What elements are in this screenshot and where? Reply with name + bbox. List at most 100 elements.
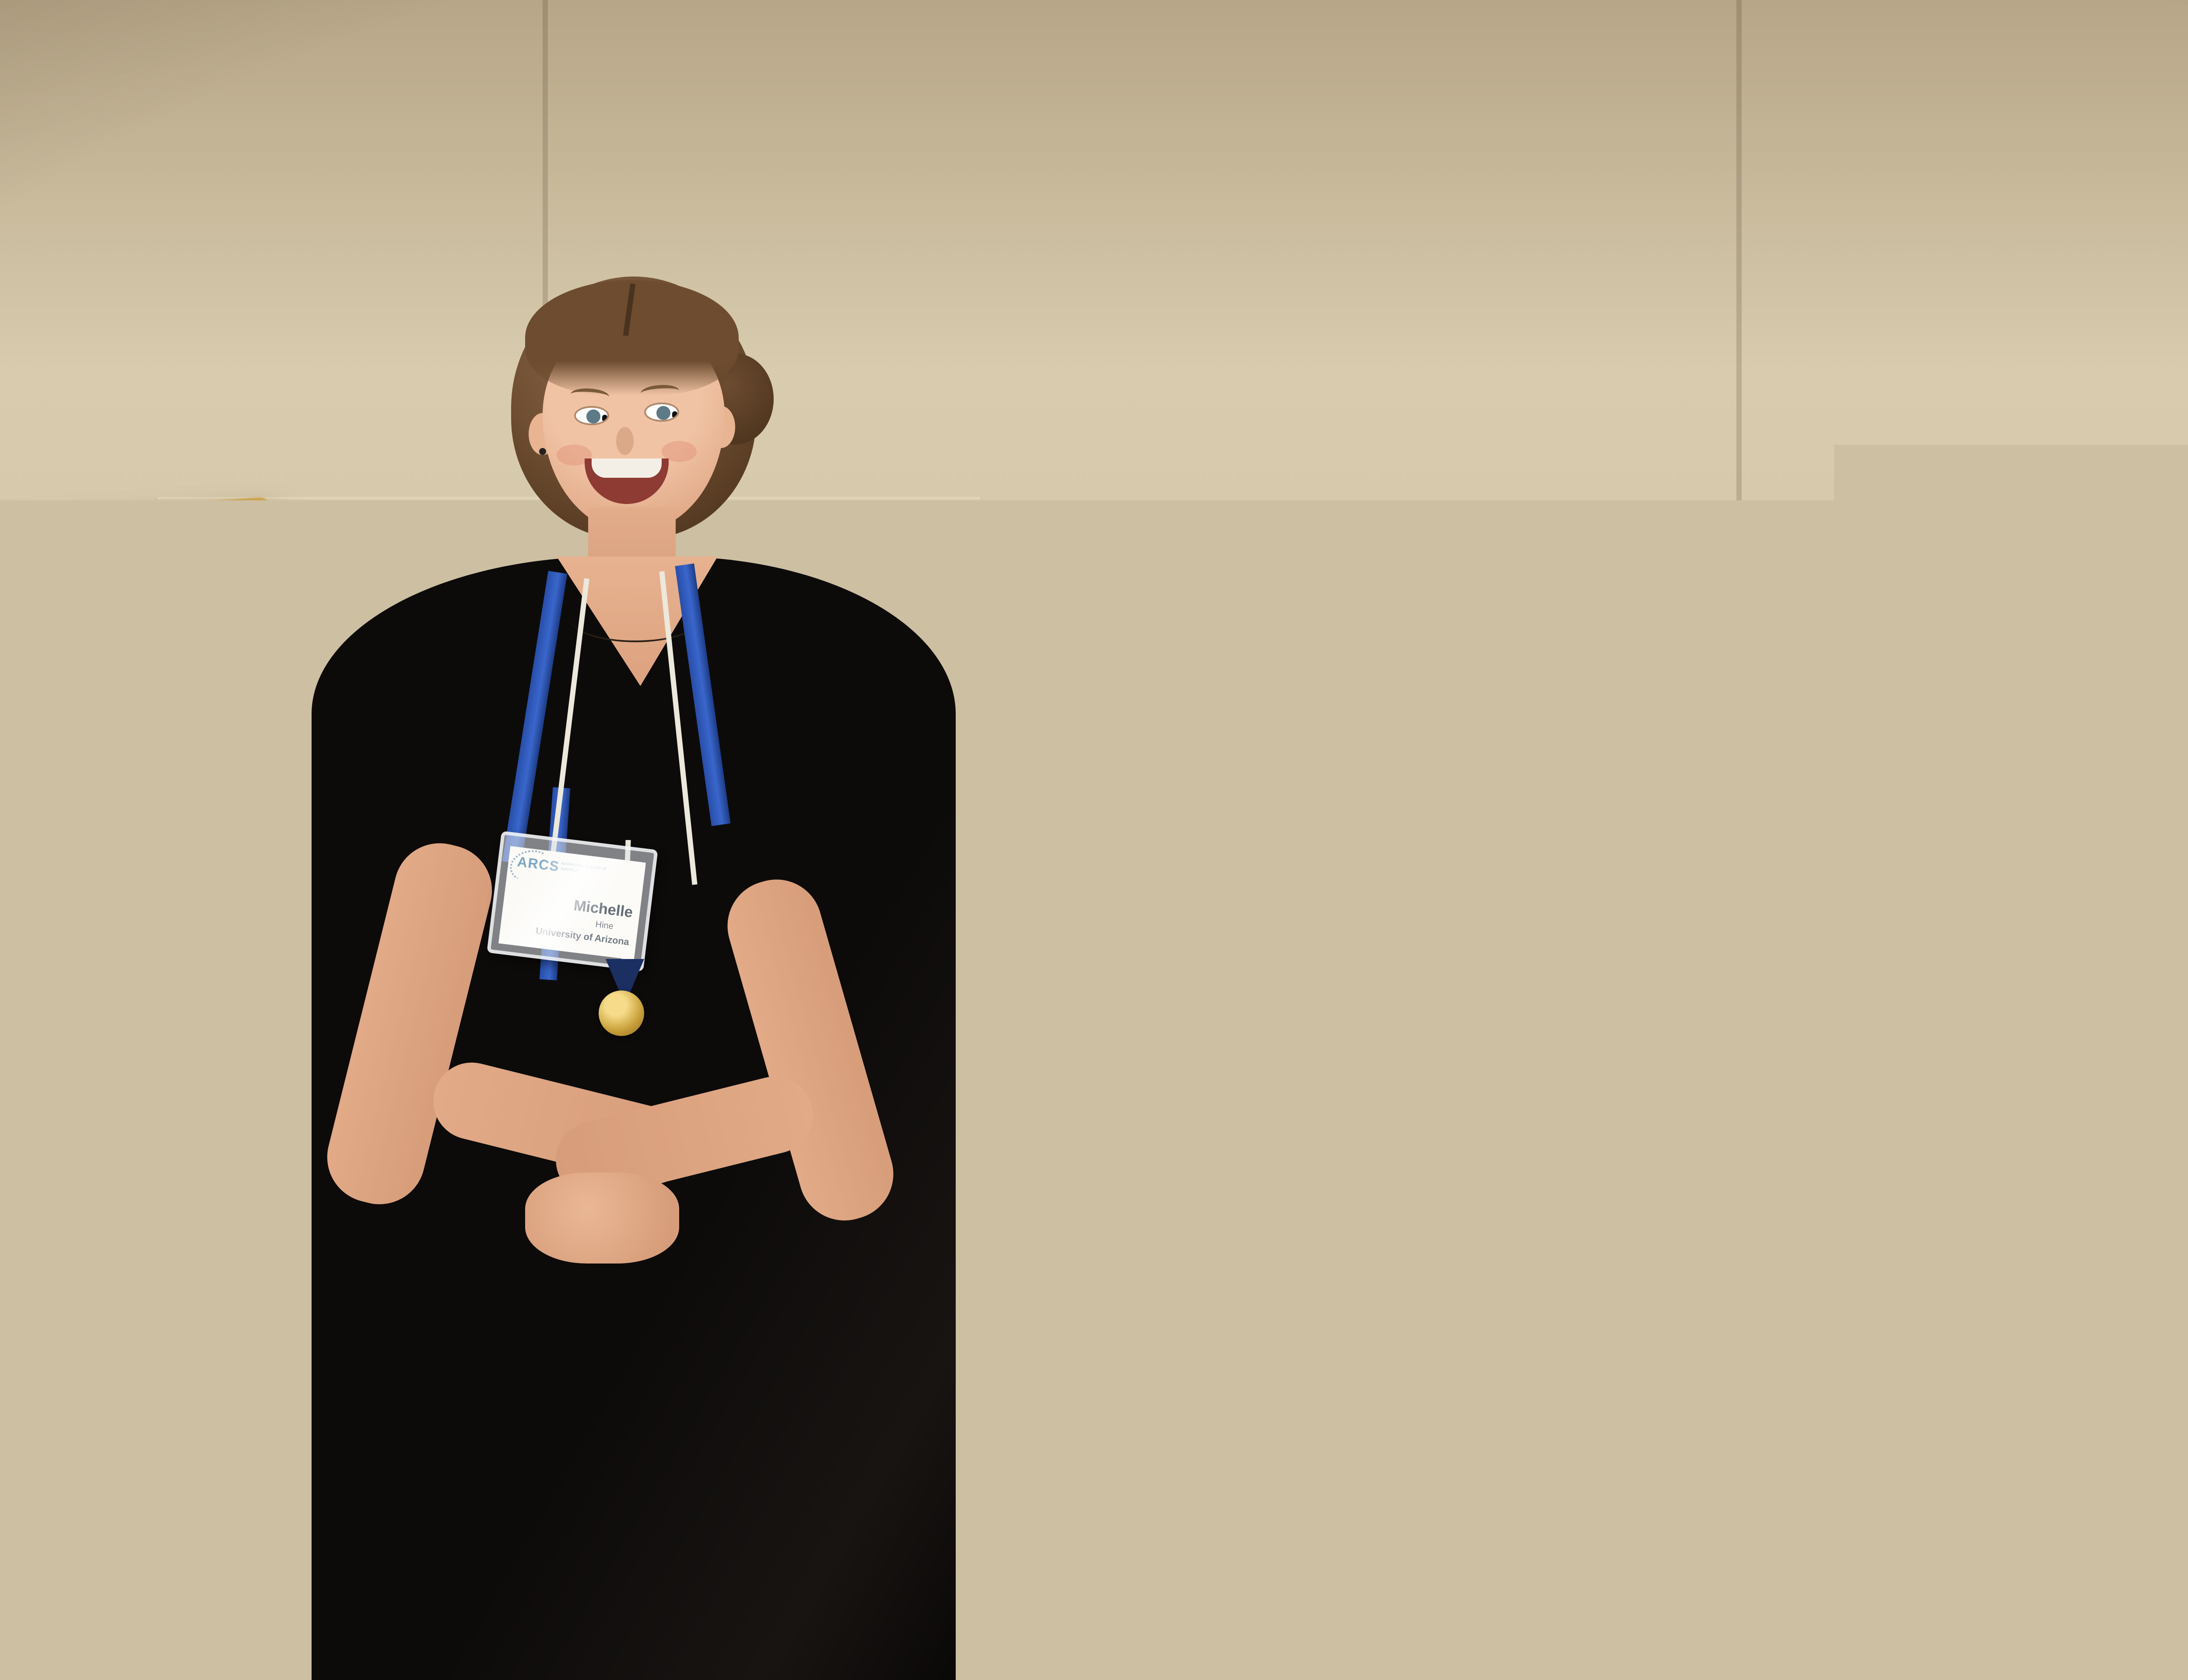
heart-diagram	[63, 945, 159, 1032]
methods-intro-paragraph: The theories of growth and porous media …	[1519, 636, 1960, 663]
poster-title: Soft Tissue Growth and Remodeling	[1192, 408, 2188, 463]
steady-state-segment	[1704, 753, 1855, 786]
retina-label: retina	[1054, 891, 1069, 898]
normal-eye-label: Normal eye	[1280, 757, 1326, 766]
swept-element-figure: θ Z i j R	[1511, 1189, 1955, 1397]
growth-decomposition-figure: F Fg Fe Figure: First, the material grow…	[1036, 1110, 1443, 1268]
x-tick: 4.0E-05	[1844, 822, 1873, 831]
x-axis-label: Displacement (m)	[1702, 846, 1958, 859]
F-label: F	[1132, 1113, 1145, 1134]
arrow-icon	[126, 900, 142, 933]
introduction-heading: Introduction	[1039, 955, 1445, 994]
sclera-label: sclera	[1103, 899, 1119, 906]
swept-element-caption: Figure: A four-noded quadrilateral eleme…	[1511, 1400, 1952, 1429]
optic-nerve	[1270, 833, 1309, 858]
displacement-bar-chart-figure: Figure: Both before and after growth, th…	[1517, 671, 1960, 859]
retina-label: retina	[1272, 900, 1287, 907]
results-paragraph-1: The code currently solves solid problems…	[2033, 714, 2188, 756]
legend-swatch-steady	[1891, 676, 1900, 686]
light-beam	[1385, 826, 1432, 851]
plot-title: Original and deformed mesh	[2032, 765, 2139, 773]
myopic-eye-diagram	[1079, 783, 1188, 882]
axisymmetric-figure-caption: Figure: Sketch of axisymmetric model of …	[1514, 1171, 1955, 1187]
poster-affiliations: ¹Program in Applied Mathematics, ²Aerosp…	[1191, 541, 2188, 555]
poster-title-band: Soft Tissue Growth and Remodeling	[1191, 382, 2188, 495]
x-tick: 0.0E+00	[1687, 821, 1718, 830]
normal-eye-diagram	[1293, 791, 1403, 890]
university-wordmark: THE UNIVERSITY OF ARIZONA	[1070, 313, 1196, 346]
focal-point-label: focal point	[1259, 808, 1287, 816]
badge-glare	[498, 846, 646, 960]
motivation-heading: Motivation	[1043, 632, 1448, 668]
results-heading-line2: and Future Work	[2033, 677, 2188, 707]
methods-paragraph-1: To simulate growth, we create a computat…	[1516, 913, 1957, 970]
clasped-hands	[525, 1172, 679, 1264]
focal-point-label: focal point	[1045, 800, 1073, 807]
blob-diagram: F Fg Fe	[1036, 1110, 1262, 1265]
plot-title: Original and deformed mesh	[2030, 1042, 2188, 1052]
x-axis-ticks: 0.0E+00 2.0E-05 4.0E-05 6.0E-05	[1702, 821, 1955, 837]
presenter: ARCS ADVANCING SCIENCE IN AMERICA Michel…	[263, 262, 998, 1680]
grown-segment	[1855, 754, 1940, 787]
bar-chart-caption: Figure: Both before and after growth, th…	[1517, 671, 1634, 857]
medal	[599, 990, 644, 1036]
cornea-label: cornea	[1424, 869, 1443, 877]
bar-solid-only: Solid Only	[1704, 753, 1956, 787]
britannica-credit: © 2010 Encyclopædia Britannica, Inc.	[1047, 912, 1140, 920]
results-caption-3: Figure: Displacements in a half-sphere (…	[2027, 1222, 2188, 1240]
photo-viewport: in Bose-Einstein Condensates A THE UNIVE…	[0, 0, 2188, 1680]
plot-title: Radial Displacement	[2150, 762, 2188, 770]
results-figure-row-3: Original and deformed mesh	[2028, 1051, 2188, 1226]
lens-label: lens	[1209, 797, 1220, 804]
block-a-icon: A	[1014, 304, 1060, 357]
Fg-label: Fg	[1050, 1193, 1070, 1213]
results-heading: Preliminary Results and Future Work	[2033, 648, 2188, 708]
cornea-label: cornea	[1209, 861, 1227, 868]
card-motivation-introduction: Motivation Myopia (nearsightedness) affe…	[1009, 607, 1473, 1586]
university-line2: OF ARIZONA	[1070, 329, 1196, 346]
motivation-paragraph: Myopia (nearsightedness) affects 30% of …	[1042, 677, 1448, 744]
r-label: R	[1901, 1372, 1914, 1394]
steady-state-segment	[1705, 690, 1775, 722]
results-paragraph-2: Currently, we are adding the capability …	[2027, 1241, 2188, 1290]
theta-label: θ	[1781, 994, 1791, 1014]
conference-room-scene: in Bose-Einstein Condensates A THE UNIVE…	[0, 0, 2188, 1680]
legend-label-steady: Steady-State	[1904, 676, 1957, 686]
theta-label: θ	[1536, 987, 1545, 1008]
motivation-figure-caption: Figure: In a myopic eye, the focal point…	[1040, 937, 1445, 950]
reference-item: [5] Göktepe, S., O. J. Abilez, and E. Ku…	[2025, 1415, 2188, 1444]
results-heading-line1: Preliminary Results	[2034, 648, 2188, 677]
legend-label-grown: Grown	[1904, 690, 1931, 701]
results-caption-1: Figure: Displacement in a pressurized tu…	[2031, 871, 2188, 885]
introduction-paragraph-2: Computationally, growth may be decompose…	[1038, 1043, 1444, 1109]
results-figure-row-2: Radial Stress at Element Centroids Perce…	[2030, 889, 2188, 1025]
legend-swatch-grown	[1891, 691, 1900, 700]
university-line1: THE UNIVERSITY	[1070, 313, 1196, 330]
Fe-label: Fe	[1183, 1230, 1202, 1250]
radial-displacement-plot: Radial Displacement	[2149, 771, 2188, 869]
bar-chart: MPHETS Solid Only Steady-State	[1641, 671, 1960, 859]
acknowledgements-text: This material is based upon work support…	[2027, 1311, 2188, 1341]
theta-label: θ	[1670, 1212, 1679, 1232]
r-label: R	[1920, 1096, 1934, 1118]
eye	[574, 406, 609, 425]
poster-body: Motivation Myopia (nearsightedness) affe…	[984, 597, 2188, 1680]
lens-label: lens	[1425, 805, 1436, 812]
chart-legend: Steady-State Grown	[1890, 676, 1957, 704]
z-label: Z	[1819, 980, 1830, 1001]
eye-comparison-figure: Myopia (nearsightedness) Normal eye foca…	[1040, 751, 1447, 937]
category-label: Solid Only	[1644, 762, 1701, 773]
z-label: Z	[1573, 975, 1584, 995]
left-poster-panel	[0, 528, 288, 1152]
radial-stress-plot: Radial Stress at Element Centroids	[2030, 900, 2188, 1021]
optic-nerve	[1057, 824, 1095, 850]
grown-segment	[1775, 690, 1823, 722]
half-sphere-mesh-plot: Original and deformed mesh	[2028, 1051, 2188, 1221]
name-badge: ARCS ADVANCING SCIENCE IN AMERICA Michel…	[487, 831, 658, 972]
blob-figure-caption: Figure: First, the material growth Fg cr…	[1269, 1117, 1443, 1158]
myopia-eye-label: Myopia (nearsightedness)	[1055, 751, 1159, 760]
sclera-label: sclera	[1325, 907, 1341, 914]
axisymmetric-model-figure: θ Z R θ Z R	[1514, 974, 1957, 1165]
arcs-logo-block: ARCS ADVANCING SCIENCE IN AMERICA	[1033, 375, 1213, 597]
badge-card: ARCS ADVANCING SCIENCE IN AMERICA Michel…	[498, 846, 646, 960]
